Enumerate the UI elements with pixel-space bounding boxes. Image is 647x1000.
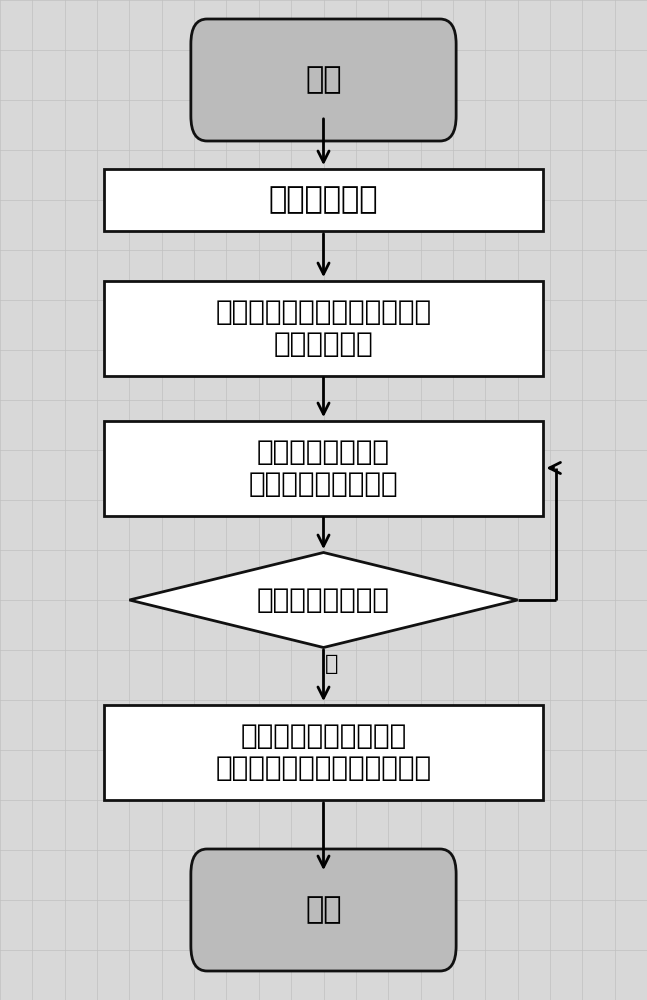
Text: 提取三角面片的所有坐标点，
存入坐标集合: 提取三角面片的所有坐标点， 存入坐标集合	[215, 298, 432, 358]
Bar	[104, 420, 543, 516]
Text: 结束: 结束	[305, 896, 342, 924]
Bar	[104, 280, 543, 375]
Text: 开始: 开始	[305, 66, 342, 95]
Polygon shape	[129, 552, 518, 648]
Text: 从坐标集合中获取
未被访问过的坐标点: 从坐标集合中获取 未被访问过的坐标点	[248, 438, 399, 498]
FancyBboxPatch shape	[191, 19, 456, 141]
FancyBboxPatch shape	[191, 849, 456, 971]
Text: 是否存在坐标点？: 是否存在坐标点？	[257, 586, 390, 614]
Text: 获取模型三角面片中，
共顶点且符合条件的三角面片: 获取模型三角面片中， 共顶点且符合条件的三角面片	[215, 722, 432, 782]
Bar	[104, 704, 543, 800]
Text: 种子三角面片: 种子三角面片	[269, 186, 378, 215]
Text: 是: 是	[325, 654, 338, 674]
Bar	[104, 169, 543, 231]
